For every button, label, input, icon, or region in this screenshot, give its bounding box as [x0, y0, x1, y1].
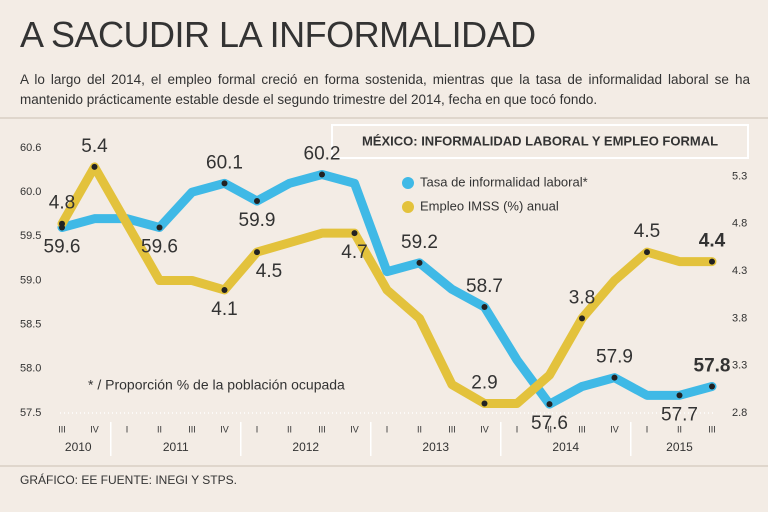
point [481, 304, 488, 310]
data-label: 59.6 [141, 237, 178, 258]
point [254, 249, 260, 256]
data-label: 2.9 [471, 373, 497, 394]
legend-marker [402, 201, 414, 213]
x-tick-label: II [677, 424, 682, 434]
data-label: 4.1 [211, 299, 237, 320]
x-group-label: 2010 [65, 440, 92, 454]
x-tick-label: IV [350, 424, 359, 434]
data-label: 5.4 [81, 136, 108, 157]
x-tick-label: IV [610, 424, 619, 434]
y-tick-label: 57.5 [20, 407, 41, 419]
point [319, 171, 325, 178]
y2-tick-label: 4.8 [732, 218, 747, 230]
x-tick-label: I [516, 424, 519, 434]
x-tick-label: III [578, 424, 586, 434]
line [57, 170, 717, 409]
data-label: 57.6 [531, 413, 568, 434]
x-tick-label: II [287, 424, 292, 434]
point [644, 249, 650, 256]
data-label: 4.4 [699, 231, 726, 252]
x-tick-label: III [188, 424, 196, 434]
x-tick-label: III [58, 424, 66, 434]
data-label: 3.8 [569, 287, 595, 308]
x-tick-label: II [157, 424, 162, 434]
point [254, 198, 260, 204]
x-tick-label: III [318, 424, 326, 434]
chart-title-box [331, 124, 749, 159]
x-group-label: 2015 [666, 440, 693, 454]
data-label: 58.7 [466, 276, 503, 297]
x-tick-label: I [126, 424, 129, 434]
point [611, 374, 618, 381]
point [676, 392, 683, 399]
data-label: 57.8 [694, 356, 731, 377]
data-label: 57.7 [661, 404, 698, 425]
data-label: 4.5 [256, 261, 282, 282]
point [546, 401, 553, 408]
legend-marker [402, 177, 414, 189]
note: * / Proporción % de la población ocupada [88, 377, 345, 393]
data-label: 4.7 [341, 242, 367, 263]
point [709, 383, 715, 390]
y-tick-label: 59.0 [20, 274, 41, 286]
y2-tick-label: 3.3 [732, 360, 747, 372]
title: A SACUDIR LA INFORMALIDAD [20, 14, 536, 55]
x-tick-label: I [646, 424, 649, 434]
point [221, 180, 228, 187]
data-label: 59.9 [239, 210, 276, 231]
x-tick-label: IV [220, 424, 229, 434]
y-tick-label: 60.6 [20, 142, 41, 154]
x-tick-label: II [417, 424, 422, 434]
x-group-label: 2012 [292, 440, 319, 454]
chart-title: MÉXICO: INFORMALIDAD LABORAL Y EMPLEO FO… [362, 133, 718, 148]
point [91, 163, 98, 170]
data-label: 59.6 [44, 237, 81, 258]
legend-label: Empleo IMSS (%) anual [420, 198, 559, 213]
x-group-label: 2013 [422, 440, 449, 454]
y-tick-label: 59.5 [20, 230, 41, 242]
point [221, 286, 228, 293]
x-tick-label: IV [90, 424, 99, 434]
y-tick-label: 58.0 [20, 363, 41, 375]
data-label: 59.2 [401, 232, 438, 253]
point [351, 230, 358, 237]
data-label: 60.2 [304, 144, 341, 165]
x-group-label: 2011 [163, 440, 189, 454]
y2-tick-label: 5.3 [732, 170, 747, 182]
y-tick-label: 60.0 [20, 186, 41, 198]
y2-tick-label: 2.8 [732, 407, 747, 419]
line [57, 162, 717, 409]
data-label: 60.1 [206, 152, 243, 173]
data-label: 4.8 [49, 193, 75, 214]
legend-label: Tasa de informalidad laboral* [420, 174, 588, 189]
x-tick-label: IV [480, 424, 489, 434]
x-tick-label: I [386, 424, 389, 434]
source: GRÁFICO: EE FUENTE: INEGI Y STPS. [20, 472, 237, 487]
x-tick-label: III [708, 424, 716, 434]
data-label: 57.9 [596, 347, 633, 368]
point [416, 259, 423, 266]
x-tick-label: II [547, 424, 552, 434]
x-tick-label: III [448, 424, 456, 434]
data-label: 4.5 [634, 221, 660, 242]
x-tick-label: I [256, 424, 259, 434]
y2-tick-label: 4.3 [732, 265, 747, 277]
subtitle: A lo largo del 2014, el empleo formal cr… [20, 72, 750, 107]
x-group-label: 2014 [552, 440, 579, 454]
y-tick-label: 58.5 [20, 319, 41, 331]
point [709, 258, 715, 265]
point [156, 224, 163, 231]
point [481, 400, 488, 407]
point [579, 315, 585, 322]
y2-tick-label: 3.8 [732, 312, 747, 324]
point [59, 220, 65, 227]
